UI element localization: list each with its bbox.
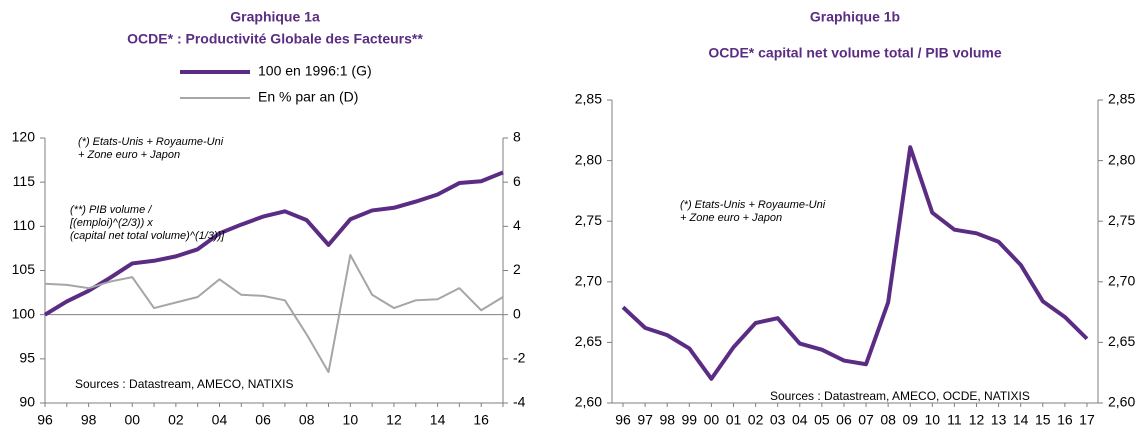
x-tick-label: 96 bbox=[615, 412, 631, 428]
y2-tick-label: 0 bbox=[513, 305, 521, 321]
legend-label: 100 en 1996:1 (G) bbox=[258, 63, 372, 79]
x-tick-label: 96 bbox=[37, 412, 53, 428]
y2-tick-label: -4 bbox=[513, 394, 526, 410]
y-tick-label: 2,75 bbox=[575, 212, 602, 228]
annotation: [(emploi)^(2/3)) x bbox=[69, 217, 153, 229]
y-tick-label: 2,85 bbox=[575, 91, 602, 107]
y2-tick-label: 2,85 bbox=[1108, 91, 1135, 107]
y-tick-label: 105 bbox=[12, 261, 36, 277]
y-tick-label: 95 bbox=[19, 350, 35, 366]
x-tick-label: 06 bbox=[255, 412, 271, 428]
y-tick-label: 2,65 bbox=[575, 333, 602, 349]
annotation: Sources : Datastream, AMECO, NATIXIS bbox=[75, 377, 294, 391]
y-tick-label: 115 bbox=[13, 173, 36, 189]
y2-tick-label: 2 bbox=[513, 261, 521, 277]
x-tick-label: 04 bbox=[792, 412, 808, 428]
y-tick-label: 110 bbox=[13, 217, 36, 233]
chart-title: Graphique 1a bbox=[230, 9, 320, 25]
annotation: + Zone euro + Japon bbox=[78, 149, 180, 161]
y-tick-label: 120 bbox=[12, 129, 36, 145]
chart-subtitle: OCDE* : Productivité Globale des Facteur… bbox=[127, 31, 423, 47]
y-tick-label: 2,60 bbox=[575, 394, 602, 410]
x-tick-label: 05 bbox=[814, 412, 830, 428]
y2-tick-label: 2,75 bbox=[1108, 212, 1135, 228]
legend-label: En % par an (D) bbox=[258, 89, 358, 105]
x-tick-label: 15 bbox=[1035, 412, 1051, 428]
x-tick-label: 04 bbox=[212, 412, 228, 428]
annotation: + Zone euro + Japon bbox=[680, 212, 782, 224]
y2-tick-label: 2,60 bbox=[1108, 394, 1135, 410]
x-tick-label: 10 bbox=[343, 412, 359, 428]
x-tick-label: 03 bbox=[770, 412, 786, 428]
series-line bbox=[621, 145, 1089, 381]
y-tick-label: 90 bbox=[19, 394, 35, 410]
x-tick-label: 12 bbox=[969, 412, 985, 428]
chart-title: Graphique 1b bbox=[810, 9, 900, 25]
series-line bbox=[43, 170, 504, 317]
x-tick-label: 99 bbox=[682, 412, 698, 428]
annotation: (capital net total volume)^(1/3))] bbox=[70, 230, 225, 242]
x-tick-label: 02 bbox=[748, 412, 764, 428]
chart-subtitle: OCDE* capital net volume total / PIB vol… bbox=[708, 45, 1001, 61]
x-tick-label: 17 bbox=[1079, 412, 1095, 428]
y2-tick-label: -2 bbox=[513, 350, 526, 366]
x-tick-label: 02 bbox=[168, 412, 184, 428]
x-tick-label: 14 bbox=[1013, 412, 1029, 428]
x-tick-label: 12 bbox=[386, 412, 402, 428]
x-tick-label: 07 bbox=[858, 412, 874, 428]
x-tick-label: 11 bbox=[947, 412, 962, 428]
y2-tick-label: 6 bbox=[513, 173, 521, 189]
y-tick-label: 2,70 bbox=[575, 273, 602, 289]
x-tick-label: 14 bbox=[430, 412, 446, 428]
annotation: Sources : Datastream, AMECO, OCDE, NATIX… bbox=[770, 389, 1030, 403]
y2-tick-label: 2,65 bbox=[1108, 333, 1135, 349]
x-tick-label: 98 bbox=[81, 412, 97, 428]
x-tick-label: 09 bbox=[902, 412, 918, 428]
x-tick-label: 97 bbox=[637, 412, 653, 428]
y2-tick-label: 2,80 bbox=[1108, 151, 1135, 167]
y-tick-label: 2,80 bbox=[575, 151, 602, 167]
x-tick-label: 13 bbox=[991, 412, 1007, 428]
x-tick-label: 16 bbox=[473, 412, 489, 428]
x-tick-label: 08 bbox=[880, 412, 896, 428]
y-tick-label: 100 bbox=[12, 305, 36, 321]
y2-tick-label: 4 bbox=[513, 217, 521, 233]
y2-tick-label: 2,70 bbox=[1108, 273, 1135, 289]
x-tick-label: 00 bbox=[124, 412, 140, 428]
annotation: (*) Etats-Unis + Royaume-Uni bbox=[78, 136, 224, 148]
x-tick-label: 00 bbox=[704, 412, 720, 428]
x-tick-label: 10 bbox=[925, 412, 941, 428]
x-tick-label: 16 bbox=[1057, 412, 1073, 428]
x-tick-label: 08 bbox=[299, 412, 315, 428]
series-line bbox=[44, 254, 504, 374]
x-tick-label: 06 bbox=[836, 412, 852, 428]
y2-tick-label: 8 bbox=[513, 129, 521, 145]
x-tick-label: 01 bbox=[726, 412, 742, 428]
x-tick-label: 98 bbox=[659, 412, 675, 428]
annotation: (*) Etats-Unis + Royaume-Uni bbox=[680, 199, 826, 211]
annotation: (**) PIB volume / bbox=[70, 204, 152, 216]
